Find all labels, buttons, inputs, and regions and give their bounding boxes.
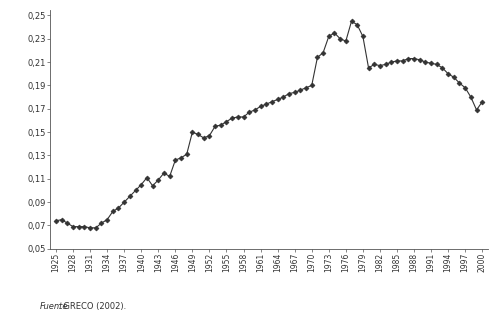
Text: Fuente: Fuente bbox=[40, 302, 69, 311]
Text: : GRECO (2002).: : GRECO (2002). bbox=[58, 302, 126, 311]
